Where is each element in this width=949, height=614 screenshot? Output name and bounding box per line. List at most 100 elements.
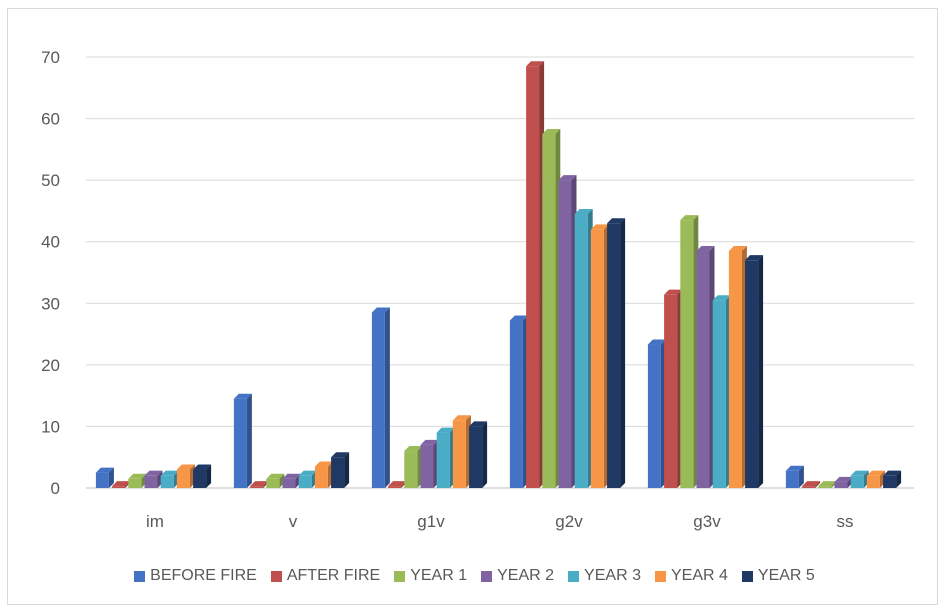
bar	[314, 461, 333, 488]
bar	[371, 307, 390, 488]
bar-front-face	[509, 320, 523, 488]
legend-item: YEAR 5	[741, 567, 815, 585]
bar-top-face	[452, 415, 471, 421]
bar-front-face	[542, 133, 556, 488]
y-tick-label: 0	[51, 479, 60, 498]
bar	[680, 215, 699, 488]
bar-top-face	[574, 209, 593, 215]
bar-front-face	[176, 469, 190, 488]
legend-item: BEFORE FIRE	[134, 567, 257, 585]
y-tick-label: 70	[41, 48, 60, 67]
bar-front-face	[233, 398, 247, 488]
bar-top-face	[647, 339, 666, 345]
bar-side-face	[896, 470, 902, 488]
chart-frame	[7, 8, 938, 605]
bar-top-face	[128, 473, 147, 479]
bar-front-face	[193, 469, 207, 488]
y-tick-label: 30	[41, 294, 60, 313]
legend-swatch	[134, 570, 146, 582]
legend-label: BEFORE FIRE	[150, 567, 257, 584]
bar-front-face	[558, 180, 572, 488]
bar-front-face	[404, 451, 418, 488]
bar-top-face	[818, 481, 837, 487]
bar-front-face	[250, 486, 264, 488]
bar-front-face	[452, 420, 466, 488]
chart-legend: BEFORE FIRE AFTER FIRE YEAR 1 YEAR 2 YEAR 3 Y…	[0, 564, 949, 588]
bar-top-face	[144, 470, 163, 476]
bar	[144, 470, 163, 488]
bar-top-face	[607, 218, 626, 224]
bar-front-face	[160, 475, 174, 488]
bar-front-face	[420, 444, 434, 488]
bar-top-face	[664, 289, 683, 295]
bar-front-face	[95, 472, 109, 488]
bar-front-face	[331, 457, 345, 488]
legend-swatch	[394, 570, 406, 582]
bar	[607, 218, 626, 488]
bar-top-face	[542, 128, 561, 134]
y-tick-label: 50	[41, 171, 60, 190]
bar-top-face	[590, 224, 609, 230]
legend-label: YEAR 2	[497, 567, 555, 584]
legend-swatch	[270, 570, 282, 582]
bar-top-face	[314, 461, 333, 467]
bar	[95, 467, 114, 488]
y-tick-label: 40	[41, 233, 60, 252]
x-tick-label: g3v	[693, 512, 721, 531]
bar-top-face	[250, 481, 269, 487]
bar	[128, 473, 147, 488]
bar-top-face	[176, 464, 195, 470]
bar-side-face	[384, 307, 390, 488]
bar-front-face	[696, 250, 710, 488]
bar-top-face	[193, 464, 212, 470]
bar-top-face	[834, 476, 853, 482]
bar-front-face	[802, 486, 816, 488]
bar	[176, 464, 195, 488]
bar-top-face	[850, 470, 869, 476]
bar-front-face	[574, 214, 588, 488]
legend-label: AFTER FIRE	[286, 567, 381, 584]
y-tick-label: 20	[41, 356, 60, 375]
bar	[233, 393, 252, 488]
bar-front-face	[388, 486, 402, 488]
bar	[866, 470, 885, 488]
bar	[883, 470, 902, 488]
bar-front-face	[785, 470, 799, 488]
bar	[818, 481, 837, 488]
y-tick-label: 60	[41, 110, 60, 129]
bar	[193, 464, 212, 488]
bar-top-face	[866, 470, 885, 476]
bar	[590, 224, 609, 488]
bar-top-face	[745, 255, 764, 261]
bar-front-face	[371, 312, 385, 488]
bar-top-face	[266, 473, 285, 479]
bar	[250, 481, 269, 488]
bar	[404, 446, 423, 488]
bar	[696, 245, 715, 488]
bar-front-face	[298, 475, 312, 488]
bar	[712, 295, 731, 488]
x-tick-label: im	[146, 512, 164, 531]
bar-front-face	[883, 475, 897, 488]
bar-top-face	[785, 465, 804, 471]
bar-front-face	[282, 478, 296, 488]
bar	[420, 439, 439, 488]
legend-item: YEAR 2	[481, 567, 554, 585]
bar-top-face	[404, 446, 423, 452]
legend-swatch	[654, 570, 666, 582]
bar-top-face	[420, 439, 439, 445]
bar	[469, 421, 488, 488]
bar-top-face	[509, 315, 528, 321]
bar-side-face	[482, 421, 488, 488]
bar-top-face	[233, 393, 252, 399]
bar	[282, 473, 301, 488]
bar-top-face	[728, 245, 747, 251]
bar-top-face	[526, 61, 545, 67]
bar-front-face	[144, 475, 158, 488]
bar-top-face	[680, 215, 699, 221]
bar-front-face	[680, 220, 694, 488]
bar-top-face	[331, 452, 350, 458]
legend-item: YEAR 3	[568, 567, 641, 585]
bar-top-face	[371, 307, 390, 313]
bar-front-face	[266, 478, 280, 488]
